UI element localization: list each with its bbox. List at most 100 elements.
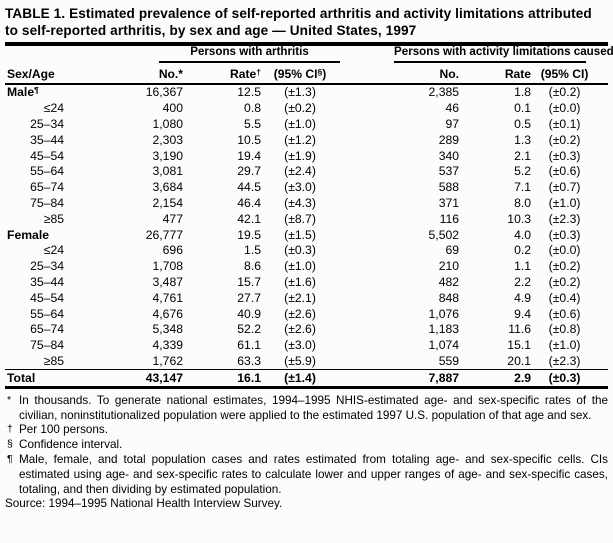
table-row: ≥85 1,762 63.3 (±5.9) 559 20.1 (±2.3) bbox=[5, 353, 608, 369]
row-label: 35–44 bbox=[30, 275, 64, 290]
table-row: ≤24 696 1.5 (±0.3) 69 0.2 (±0.0) bbox=[5, 243, 608, 259]
cell-value: (±1.0) bbox=[548, 196, 581, 211]
cell-value: 44.5 bbox=[237, 180, 261, 195]
table-row: 75–84 2,154 46.4 (±4.3) 371 8.0 (±1.0) bbox=[5, 195, 608, 211]
table-body: Male¶ 16,367 12.5 (±1.3) 2,385 1.8 (±0.2) ≤24 40… bbox=[5, 84, 609, 389]
cell-value: 9.4 bbox=[514, 306, 532, 321]
cell-value: (±2.3) bbox=[548, 211, 581, 226]
row-label: ≤24 bbox=[43, 101, 64, 116]
row-label: 25–34 bbox=[30, 259, 64, 274]
footnote: † Per 100 persons. bbox=[7, 423, 109, 437]
footnote: § Confidence interval. bbox=[7, 438, 123, 452]
cell-value: 1,080 bbox=[152, 117, 184, 132]
cell-value: 371 bbox=[438, 196, 460, 211]
table-row: 65–74 5,348 52.2 (±2.6) 1,183 11.6 (±0.8) bbox=[5, 322, 608, 338]
row-label: 75–84 bbox=[30, 338, 64, 353]
cell-value: 116 bbox=[439, 211, 460, 226]
col-header-rate-limitations: Rate bbox=[465, 62, 536, 85]
table-row: Male¶ 16,367 12.5 (±1.3) 2,385 1.8 (±0.2) bbox=[5, 84, 608, 101]
cell-value: 1.3 bbox=[514, 132, 532, 147]
cell-value: 4.9 bbox=[514, 290, 532, 305]
cell-value: 1.5 bbox=[244, 243, 261, 258]
cell-value: (±1.4) bbox=[264, 368, 343, 389]
table-row: 45–54 4,761 27.7 (±2.1) 848 4.9 (±0.4) bbox=[5, 290, 608, 306]
cell-value: (±1.5) bbox=[284, 227, 316, 242]
col-header-rate-arthritis: Rate† bbox=[191, 62, 264, 85]
cell-value: (±1.0) bbox=[284, 259, 316, 274]
cell-value: 7.1 bbox=[514, 180, 532, 195]
cell-value: (±0.2) bbox=[548, 259, 581, 274]
cell-value: 10.5 bbox=[237, 132, 261, 147]
cell-value: (±5.9) bbox=[284, 354, 316, 369]
cell-value: 0.8 bbox=[244, 101, 261, 116]
cell-value: 5,348 bbox=[152, 322, 184, 337]
col-header-ci-limitations: (95% CI) bbox=[535, 62, 609, 85]
cell-value: 5.2 bbox=[514, 164, 532, 179]
cell-value: (±0.0) bbox=[548, 101, 581, 116]
cell-value: 2,154 bbox=[152, 196, 184, 211]
row-label: 45–54 bbox=[30, 290, 64, 305]
cell-value: 1,074 bbox=[428, 338, 460, 353]
cell-value: (±1.0) bbox=[548, 338, 581, 353]
row-label: 45–54 bbox=[30, 148, 64, 163]
cell-value: 46 bbox=[445, 101, 460, 116]
cell-value: 16.1 bbox=[191, 368, 264, 389]
cell-value: 848 bbox=[438, 290, 460, 305]
cell-value: (±1.2) bbox=[284, 132, 316, 147]
cell-value: 26,777 bbox=[145, 227, 183, 242]
row-label: 65–74 bbox=[30, 180, 64, 195]
cell-value: (±0.3) bbox=[284, 243, 316, 258]
cell-value: (±0.1) bbox=[548, 117, 581, 132]
group-header-arthritis: Persons with arthritis bbox=[129, 45, 342, 63]
cell-value: (±4.3) bbox=[284, 196, 316, 211]
cell-value: 1,708 bbox=[152, 259, 184, 274]
cell-value: 3,081 bbox=[152, 164, 184, 179]
footnote-symbol: § bbox=[7, 438, 13, 451]
cell-value: (±0.4) bbox=[548, 290, 581, 305]
table-row: 65–74 3,684 44.5 (±3.0) 588 7.1 (±0.7) bbox=[5, 179, 608, 195]
arthritis-table: Persons with arthritis Persons with acti… bbox=[5, 45, 613, 389]
cell-value: 4,676 bbox=[152, 306, 184, 321]
cell-value: 2.9 bbox=[465, 368, 536, 389]
cell-value: 15.1 bbox=[507, 338, 532, 353]
cell-value: (±0.8) bbox=[548, 322, 581, 337]
row-label: 75–84 bbox=[30, 196, 64, 211]
cell-value: 1.8 bbox=[514, 85, 532, 100]
row-label: ≤24 bbox=[43, 243, 64, 258]
cell-value: 43,147 bbox=[129, 368, 191, 389]
table-row: 55–64 4,676 40.9 (±2.6) 1,076 9.4 (±0.6) bbox=[5, 306, 608, 322]
group-header-spacer bbox=[5, 46, 129, 63]
cell-value: (±3.0) bbox=[284, 338, 316, 353]
footnote-symbol: † bbox=[7, 423, 13, 436]
cell-value: 10.3 bbox=[507, 211, 532, 226]
row-label: ≥85 bbox=[43, 354, 64, 369]
cell-value: 1.1 bbox=[514, 259, 532, 274]
cell-value: 3,190 bbox=[152, 148, 184, 163]
cell-value: 15.7 bbox=[237, 275, 261, 290]
cell-value: 2,303 bbox=[152, 132, 184, 147]
row-label: 55–64 bbox=[30, 306, 64, 321]
cell-value: (±0.2) bbox=[548, 85, 581, 100]
cell-value: 19.5 bbox=[237, 227, 261, 242]
row-label: 55–64 bbox=[30, 164, 64, 179]
cell-value: 537 bbox=[438, 164, 460, 179]
col-header-no-arthritis: No.* bbox=[129, 62, 191, 85]
cell-value: (±0.3) bbox=[535, 368, 609, 389]
cell-value: (±2.6) bbox=[284, 306, 316, 321]
footnotes: * In thousands. To generate national esti… bbox=[5, 394, 608, 498]
cell-value: (±0.2) bbox=[284, 101, 316, 116]
table-row: 25–34 1,080 5.5 (±1.0) 97 0.5 (±0.1) bbox=[5, 116, 608, 132]
cell-value: 12.5 bbox=[237, 85, 261, 100]
cell-value: 7,887 bbox=[342, 368, 466, 389]
cell-value: 52.2 bbox=[237, 322, 261, 337]
cell-value: (±0.3) bbox=[548, 148, 581, 163]
row-label: ≥85 bbox=[43, 211, 64, 226]
cell-value: 559 bbox=[438, 354, 460, 369]
footnote-symbol: * bbox=[7, 393, 12, 406]
cell-value: 2,385 bbox=[428, 85, 460, 100]
cell-value: 400 bbox=[162, 101, 183, 116]
cell-value: 4,761 bbox=[152, 290, 184, 305]
cell-value: (±1.3) bbox=[284, 85, 316, 100]
cell-value: 0.1 bbox=[514, 101, 532, 116]
cell-value: 482 bbox=[438, 275, 460, 290]
